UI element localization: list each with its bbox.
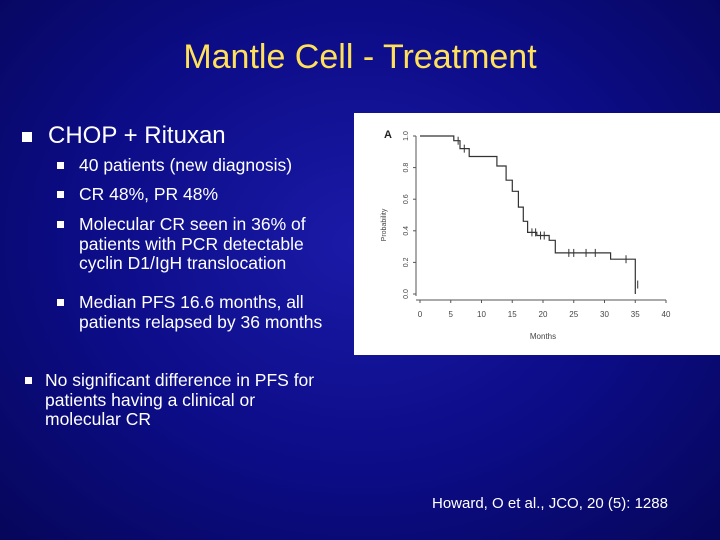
sub-bullet-text: Median PFS 16.6 months, all patients rel… xyxy=(79,292,323,332)
x-tick-label: 35 xyxy=(631,310,640,319)
x-axis-label: Months xyxy=(530,332,556,341)
second-bullet-text: No significant difference in PFS for pat… xyxy=(45,370,315,429)
y-tick-label: 0.0 xyxy=(403,289,410,299)
sub-bullet-text: CR 48%, PR 48% xyxy=(79,184,219,204)
square-bullet-icon xyxy=(57,299,64,306)
square-bullet-icon xyxy=(57,162,64,169)
survival-chart: 0.0 0.2 0.4 0.6 0.8 1.0 0 5 10 15 20 25 30 35 40 Months… xyxy=(354,113,720,355)
x-tick-label: 40 xyxy=(662,310,671,319)
sub-bullet: Molecular CR seen in 36% of patients wit… xyxy=(57,214,341,274)
x-tick-label: 5 xyxy=(449,310,454,319)
x-tick-label: 0 xyxy=(418,310,423,319)
sub-bullet: Median PFS 16.6 months, all patients rel… xyxy=(57,292,341,332)
x-tick-label: 10 xyxy=(477,310,486,319)
y-tick-label: 0.6 xyxy=(403,194,410,204)
sub-bullet: 40 patients (new diagnosis) xyxy=(57,155,349,176)
y-tick-label: 0.4 xyxy=(403,226,410,236)
panel-label: A xyxy=(384,129,392,141)
y-tick-label: 0.2 xyxy=(403,257,410,267)
citation: Howard, O et al., JCO, 20 (5): 1288 xyxy=(432,495,668,512)
survival-curve xyxy=(420,135,636,294)
square-bullet-icon xyxy=(57,221,64,228)
sub-bullet: CR 48%, PR 48% xyxy=(57,184,349,205)
sub-bullet-text: 40 patients (new diagnosis) xyxy=(79,155,293,175)
x-tick-label: 30 xyxy=(600,310,609,319)
sub-bullet-text: Molecular CR seen in 36% of patients wit… xyxy=(79,214,306,273)
main-bullet-text: CHOP + Rituxan xyxy=(48,122,226,149)
square-bullet-icon xyxy=(57,191,64,198)
second-bullet: No significant difference in PFS for pat… xyxy=(25,370,335,430)
survival-chart-svg: 0.0 0.2 0.4 0.6 0.8 1.0 0 5 10 15 20 25 30 35 40 Months… xyxy=(381,129,671,341)
x-tick-label: 20 xyxy=(539,310,548,319)
square-bullet-icon xyxy=(25,377,32,384)
y-tick-label: 0.8 xyxy=(403,163,410,173)
x-tick-label: 15 xyxy=(508,310,517,319)
slide-title: Mantle Cell - Treatment xyxy=(183,38,537,76)
x-tick-label: 25 xyxy=(569,310,578,319)
y-tick-label: 1.0 xyxy=(403,131,410,141)
square-bullet-icon xyxy=(22,132,32,142)
y-axis-label: Probability xyxy=(381,208,388,241)
